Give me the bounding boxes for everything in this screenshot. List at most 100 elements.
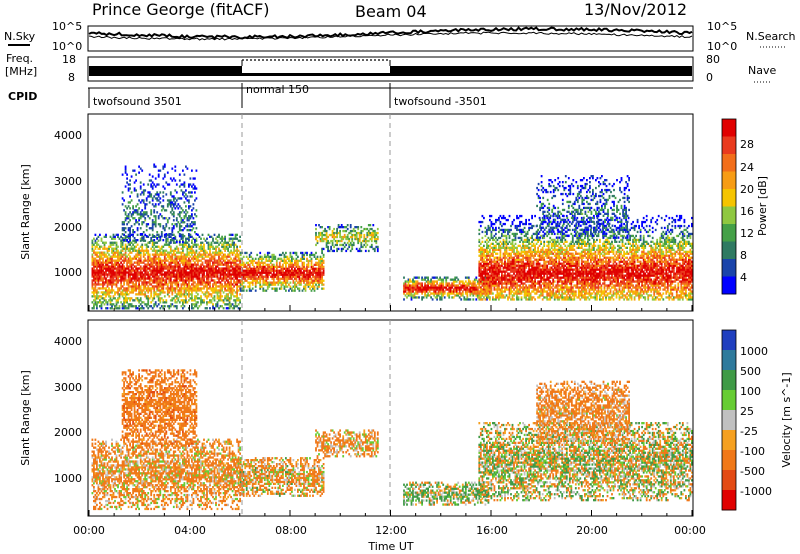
power-echo-pixel [250, 271, 253, 274]
power-echo-pixel [139, 249, 142, 252]
power-echo-pixel [478, 238, 481, 242]
power-echo-pixel [93, 269, 95, 272]
power-echo-pixel [154, 285, 157, 288]
power-echo-pixel [160, 305, 163, 308]
power-echo-pixel [498, 294, 500, 297]
power-echo-pixel [239, 235, 241, 238]
power-echo-pixel [103, 299, 106, 302]
power-echo-pixel [489, 228, 491, 232]
power-echo-pixel [171, 281, 174, 284]
power-echo-pixel [118, 273, 121, 276]
power-echo-pixel [175, 261, 178, 264]
power-echo-pixel [216, 305, 219, 308]
power-echo-pixel [244, 251, 247, 255]
power-echo-pixel [180, 273, 183, 276]
power-echo-pixel [188, 275, 190, 278]
power-echo-pixel [175, 281, 178, 284]
power-echo-pixel [510, 266, 512, 269]
power-echo-pixel [203, 247, 205, 250]
power-echo-pixel [241, 271, 244, 274]
power-echo-pixel [195, 301, 198, 304]
power-echo-pixel [150, 279, 153, 282]
power-echo-pixel [484, 288, 487, 291]
power-echo-pixel [178, 291, 181, 294]
power-echo-pixel [490, 222, 493, 226]
power-echo-pixel [198, 253, 201, 256]
power-echo-pixel [498, 274, 500, 277]
power-echo-pixel [427, 294, 429, 297]
power-echo-pixel [228, 297, 231, 300]
power-echo-pixel [209, 245, 211, 248]
power-echo-pixel [250, 273, 253, 276]
power-echo-pixel [478, 254, 481, 257]
power-echo-pixel [282, 275, 284, 278]
power-echo-pixel [99, 259, 101, 262]
power-echo-pixel [197, 307, 199, 310]
power-echo-pixel [269, 267, 272, 270]
power-echo-pixel [96, 303, 98, 306]
power-echo-pixel [157, 255, 160, 258]
power-echo-pixel [256, 269, 259, 272]
power-echo-pixel [169, 257, 172, 260]
power-echo-pixel [129, 271, 131, 274]
power-echo-pixel [183, 195, 186, 198]
power-echo-pixel [186, 219, 189, 222]
power-echo-pixel [129, 285, 131, 288]
power-echo-pixel [479, 258, 482, 261]
power-echo-pixel [412, 296, 414, 299]
power-echo-pixel [111, 285, 113, 288]
power-echo-pixel [228, 253, 231, 256]
power-echo-pixel [94, 273, 97, 276]
power-echo-pixel [225, 289, 228, 292]
power-echo-pixel [154, 217, 157, 220]
power-echo-pixel [135, 307, 137, 310]
power-echo-pixel [201, 273, 204, 276]
power-echo-pixel [123, 257, 125, 260]
power-echo-pixel [251, 279, 254, 282]
power-echo-pixel [501, 258, 503, 261]
power-echo-pixel [178, 263, 181, 266]
power-echo-pixel [213, 289, 216, 292]
power-echo-pixel [324, 229, 326, 233]
power-echo-pixel [481, 266, 484, 269]
power-echo-pixel [321, 261, 323, 264]
power-echo-pixel [236, 295, 238, 298]
power-echo-pixel [218, 291, 220, 294]
power-echo-pixel [481, 246, 484, 249]
power-echo-pixel [248, 283, 251, 286]
power-echo-pixel [204, 259, 207, 262]
power-echo-pixel [215, 249, 217, 252]
power-echo-pixel [159, 257, 162, 260]
power-echo-pixel [172, 219, 175, 222]
power-echo-pixel [502, 238, 505, 242]
power-echo-pixel [285, 269, 287, 272]
power-echo-pixel [182, 281, 184, 284]
power-echo-pixel [105, 247, 107, 250]
power-echo-pixel [303, 273, 305, 276]
power-echo-pixel [237, 297, 240, 300]
power-echo-pixel [479, 290, 482, 293]
power-echo-pixel [111, 273, 113, 276]
power-echo-pixel [321, 257, 323, 260]
power-echo-pixel [105, 267, 107, 270]
power-echo-pixel [174, 275, 177, 278]
power-echo-pixel [508, 282, 511, 285]
power-echo-pixel [269, 261, 272, 264]
power-echo-pixel [165, 263, 168, 266]
power-echo-pixel [142, 283, 145, 286]
power-echo-pixel [177, 207, 180, 210]
power-echo-pixel [163, 261, 166, 264]
power-echo-pixel [318, 275, 320, 278]
power-echo-pixel [168, 289, 171, 292]
power-echo-pixel [180, 253, 183, 256]
power-echo-pixel [189, 251, 192, 254]
power-echo-pixel [337, 226, 340, 229]
power-echo-pixel [316, 261, 319, 264]
power-echo-pixel [224, 289, 226, 292]
power-echo-pixel [507, 268, 509, 271]
power-echo-pixel [178, 213, 181, 216]
power-echo-pixel [144, 259, 147, 262]
power-echo-pixel [185, 301, 187, 304]
power-echo-pixel [233, 257, 235, 260]
power-echo-pixel [216, 251, 219, 254]
